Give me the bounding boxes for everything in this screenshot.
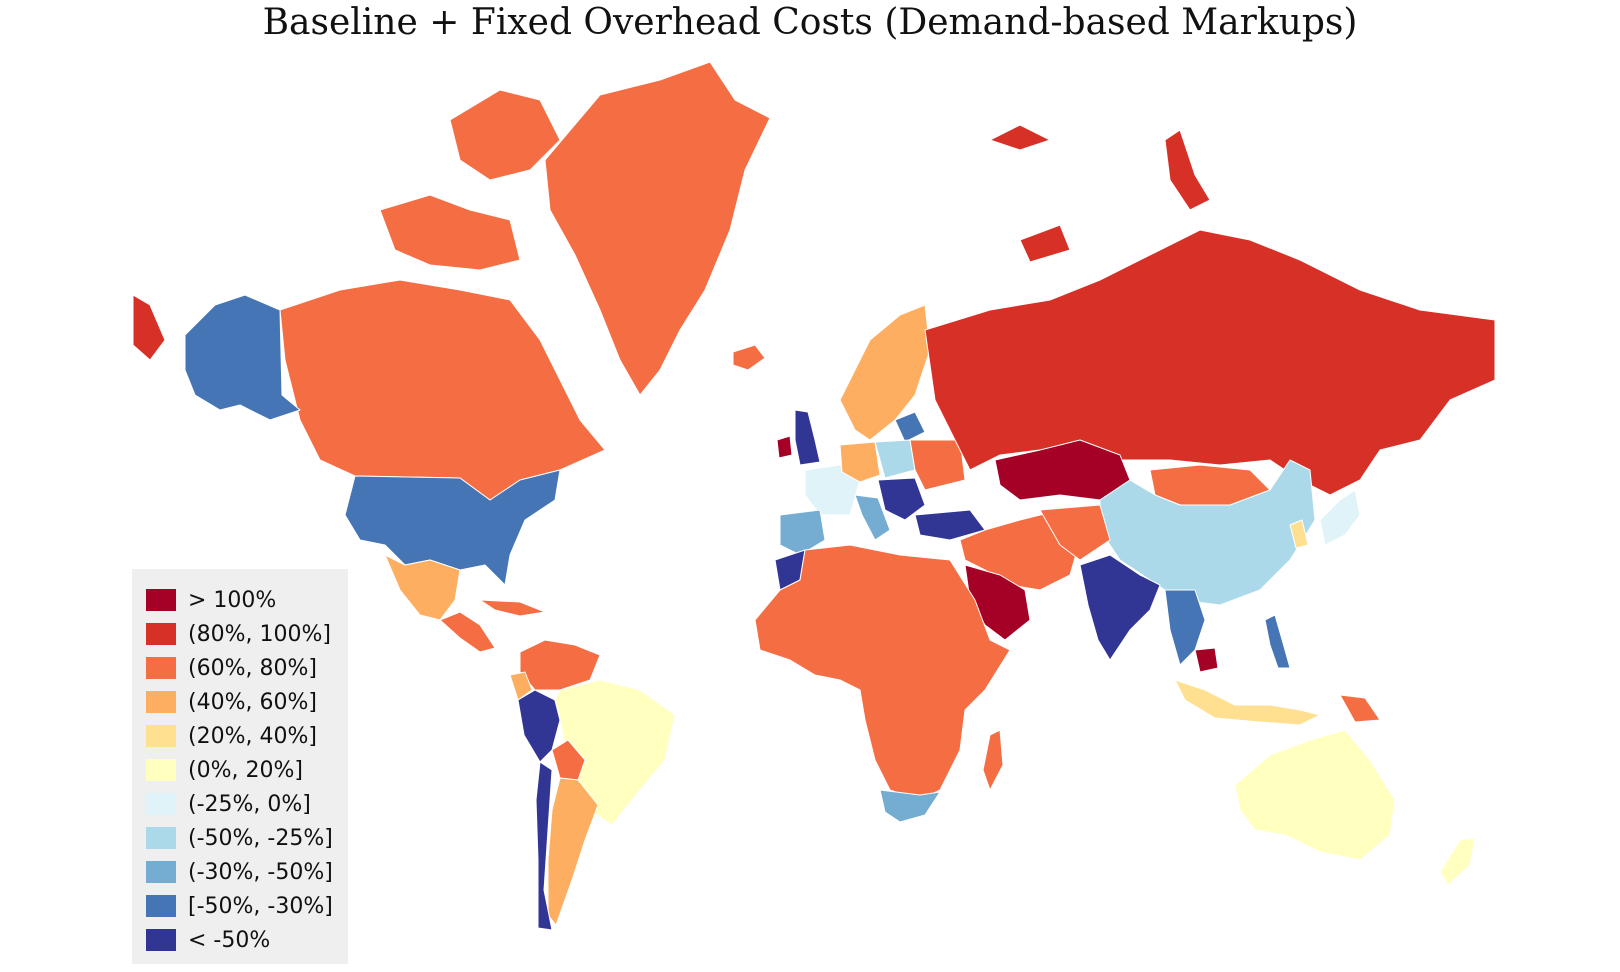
legend-label: (60%, 80%]: [188, 655, 317, 681]
region-chile: [535, 761, 553, 931]
region-poland: [874, 439, 916, 479]
legend-swatch: [146, 589, 176, 611]
legend-swatch: [146, 929, 176, 951]
legend-label: (20%, 40%]: [188, 723, 317, 749]
region-new-zealand: [1439, 837, 1476, 886]
region-argentina: [547, 777, 599, 926]
region-mexico: [384, 554, 461, 621]
region-africa: [754, 544, 1011, 801]
region-japan: [1319, 489, 1361, 546]
region-france: [804, 464, 861, 516]
region-philippines: [1264, 614, 1291, 669]
region-china: [1099, 459, 1316, 606]
region-balkans: [877, 477, 926, 521]
region-italy: [854, 494, 891, 541]
region-madagascar: [982, 729, 1004, 791]
legend-item: > 100%: [146, 583, 348, 617]
region-iberia: [779, 509, 826, 556]
region-ecuador: [509, 671, 533, 701]
region-baltics: [894, 411, 926, 443]
legend-swatch: [146, 861, 176, 883]
region-australia: [1234, 729, 1396, 861]
legend-item: (-50%, -25%]: [146, 821, 348, 855]
region-caribbean: [479, 599, 546, 617]
region-south-africa: [879, 789, 941, 823]
region-central-america: [439, 611, 496, 653]
legend-item: (-25%, 0%]: [146, 787, 348, 821]
legend-label: [-50%, -30%]: [188, 893, 333, 919]
legend-label: (40%, 60%]: [188, 689, 317, 715]
region-korea: [1289, 519, 1309, 549]
legend-swatch: [146, 657, 176, 679]
region-alaska: [184, 294, 301, 421]
region-canada: [279, 279, 606, 501]
legend-label: (80%, 100%]: [188, 621, 331, 647]
region-russia: [924, 229, 1496, 496]
legend-label: > 100%: [188, 587, 277, 613]
region-indonesia: [1174, 679, 1321, 726]
region-uk: [794, 409, 821, 466]
legend-item: (40%, 60%]: [146, 685, 348, 719]
region-india: [1079, 554, 1161, 661]
map-title: Baseline + Fixed Overhead Costs (Demand-…: [262, 2, 1358, 43]
legend-swatch: [146, 895, 176, 917]
region-chukotka-west: [132, 294, 166, 361]
region-arctic-islands: [989, 124, 1211, 263]
legend-item: (-30%, -50%]: [146, 855, 348, 889]
region-scandinavia: [839, 304, 931, 441]
region-turkey: [914, 509, 986, 541]
legend-label: (-25%, 0%]: [188, 791, 311, 817]
region-peru: [517, 689, 561, 763]
region-bolivia: [551, 739, 586, 781]
legend-item: [-50%, -30%]: [146, 889, 348, 923]
region-greenland: [544, 61, 771, 396]
legend-label: < -50%: [188, 927, 271, 953]
legend-swatch: [146, 759, 176, 781]
region-ukraine-belarus: [909, 439, 966, 491]
region-germany: [839, 441, 881, 483]
legend-item: (60%, 80%]: [146, 651, 348, 685]
legend-swatch: [146, 691, 176, 713]
legend-swatch: [146, 725, 176, 747]
region-central-asia: [1039, 504, 1111, 561]
region-cambodia: [1194, 647, 1219, 673]
legend-swatch: [146, 827, 176, 849]
legend-swatch: [146, 793, 176, 815]
legend-label: (0%, 20%]: [188, 757, 303, 783]
legend: > 100% (80%, 100%] (60%, 80%] (40%, 60%] (20…: [132, 569, 348, 964]
region-usa: [344, 469, 561, 586]
region-middle-east: [959, 509, 1081, 591]
legend-item: (0%, 20%]: [146, 753, 348, 787]
region-iceland: [732, 344, 766, 371]
region-papua: [1339, 694, 1381, 723]
legend-item: < -50%: [146, 923, 348, 957]
legend-swatch: [146, 623, 176, 645]
legend-label: (-30%, -50%]: [188, 859, 333, 885]
region-arctic-canada: [379, 89, 561, 271]
legend-item: (20%, 40%]: [146, 719, 348, 753]
region-ireland: [776, 435, 793, 459]
legend-label: (-50%, -25%]: [188, 825, 333, 851]
legend-item: (80%, 100%]: [146, 617, 348, 651]
